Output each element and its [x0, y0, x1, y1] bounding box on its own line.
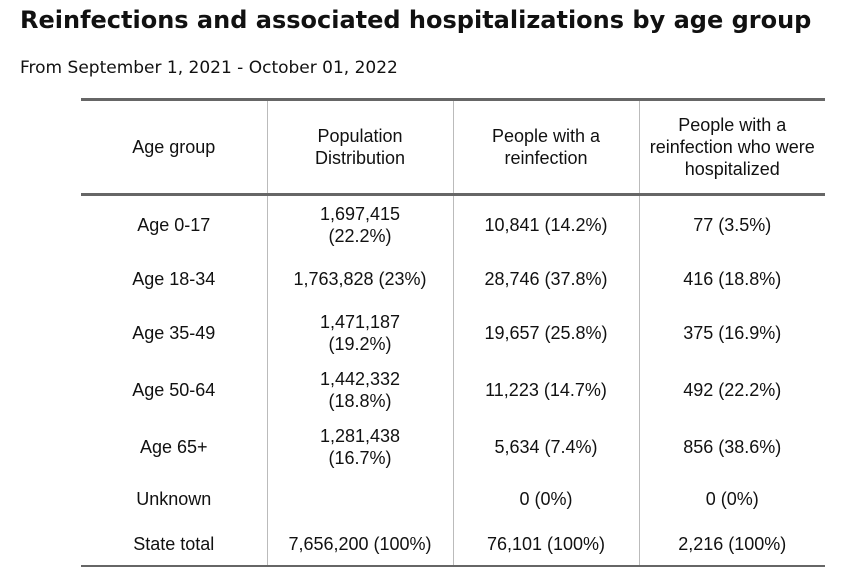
cell-reinfection: 19,657 (25.8%): [453, 304, 640, 361]
cell-age-group: Unknown: [81, 475, 268, 522]
cell-population: [267, 475, 454, 522]
cell-age-group: Age 35-49: [81, 304, 268, 361]
cell-hospitalized: 492 (22.2%): [683, 379, 782, 400]
table-row: Unknown 0 (0%) 0 (0%): [81, 475, 825, 522]
reinfections-table: Age group Population Distribution People…: [81, 98, 825, 567]
cell-reinfection: 0 (0%): [453, 475, 640, 522]
cell-age-group: State total: [81, 522, 268, 566]
cell-population: 1,471,187 (19.2%): [267, 304, 454, 361]
cell-hospitalized: 77 (3.5%): [693, 214, 772, 235]
table-row: Age 50-64 1,442,332 (18.8%) 11,223 (14.7…: [81, 361, 825, 418]
cell-hospitalized: 2,216 (100%): [678, 533, 787, 554]
cell-age-group: Age 0-17: [81, 194, 268, 253]
cell-reinfection: 28,746 (37.8%): [453, 253, 640, 304]
cell-age-group: Age 65+: [81, 418, 268, 475]
cell-reinfection: 76,101 (100%): [453, 522, 640, 566]
cell-hospitalized: 0 (0%): [705, 488, 759, 509]
header-age-group: Age group: [81, 99, 268, 196]
cell-reinfection: 11,223 (14.7%): [453, 361, 640, 418]
table-row: Age 0-17 1,697,415 (22.2%) 10,841 (14.2%…: [81, 194, 825, 253]
page-title: Reinfections and associated hospitalizat…: [20, 6, 812, 34]
cell-hospitalized: 856 (38.6%): [683, 436, 782, 457]
table-row: Age 35-49 1,471,187 (19.2%) 19,657 (25.8…: [81, 304, 825, 361]
cell-population: 1,281,438 (16.7%): [267, 418, 454, 475]
cell-population: 1,697,415 (22.2%): [267, 194, 454, 253]
table-row: Age 65+ 1,281,438 (16.7%) 5,634 (7.4%) 8…: [81, 418, 825, 475]
header-hospitalized: People with a reinfection who were hospi…: [639, 99, 825, 196]
table-row: Age 18-34 1,763,828 (23%) 28,746 (37.8%)…: [81, 253, 825, 304]
cell-population: 7,656,200 (100%): [267, 522, 454, 566]
cell-population: 1,442,332 (18.8%): [267, 361, 454, 418]
cell-population: 1,763,828 (23%): [267, 253, 454, 304]
table-row-total: State total 7,656,200 (100%) 76,101 (100…: [81, 522, 825, 566]
page-subtitle: From September 1, 2021 - October 01, 202…: [20, 58, 398, 78]
cell-age-group: Age 50-64: [81, 361, 268, 418]
cell-reinfection: 10,841 (14.2%): [453, 194, 640, 253]
cell-reinfection: 5,634 (7.4%): [453, 418, 640, 475]
cell-age-group: Age 18-34: [81, 253, 268, 304]
header-reinfection: People with a reinfection: [453, 99, 640, 196]
cell-hospitalized: 375 (16.9%): [683, 322, 782, 343]
table-header-row: Age group Population Distribution People…: [81, 99, 825, 196]
header-population-distribution: Population Distribution: [267, 99, 454, 196]
cell-hospitalized: 416 (18.8%): [683, 268, 782, 289]
